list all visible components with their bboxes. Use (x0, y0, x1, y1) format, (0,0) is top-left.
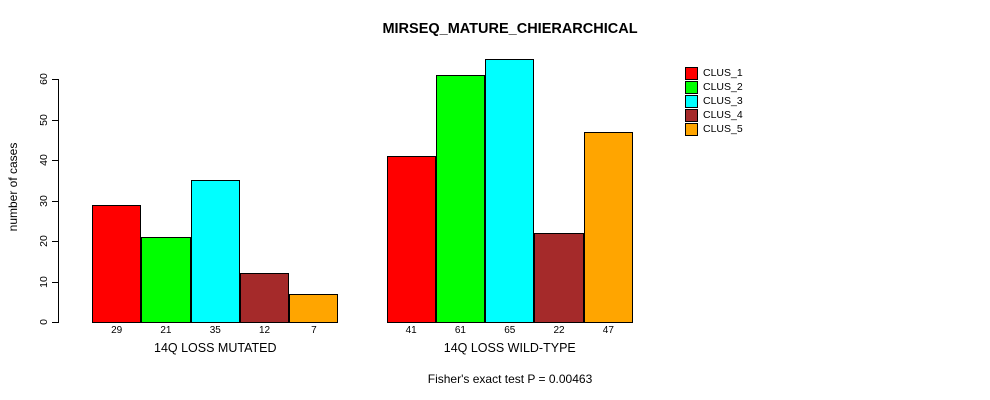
y-tick-label: 30 (38, 194, 50, 207)
y-tick-mark (52, 241, 58, 242)
legend-item-clus_3: CLUS_3 (685, 94, 743, 108)
y-tick-mark (52, 200, 58, 202)
bar-value-label: 22 (553, 325, 565, 336)
y-tick-mark (52, 281, 58, 283)
bar-clus_2-2 (435, 74, 486, 323)
chart-title: MIRSEQ_MATURE_CHIERARCHICAL (382, 21, 638, 37)
bar-value-label: 47 (602, 325, 614, 336)
bar-clus_1-1 (92, 204, 142, 323)
bar-value-label: 61 (454, 325, 466, 336)
y-tick-label: 50 (38, 113, 50, 126)
bar-value-label: 29 (111, 325, 123, 336)
legend: CLUS_1 CLUS_2 CLUS_3 CLUS_4 CLUS_5 (685, 66, 743, 136)
legend-item-clus_5: CLUS_5 (685, 122, 743, 136)
legend-item-clus_4: CLUS_4 (685, 108, 743, 122)
y-tick-mark (52, 119, 58, 121)
legend-label: CLUS_3 (703, 95, 743, 107)
bar-clus_4-1 (239, 273, 290, 323)
bar-value-label: 41 (405, 325, 417, 336)
y-tick-label: 20 (38, 235, 50, 247)
y-tick-mark (52, 322, 58, 323)
y-tick-label: 0 (38, 319, 50, 325)
y-tick-label: 60 (38, 73, 50, 85)
legend-item-clus_1: CLUS_1 (685, 66, 743, 80)
bar-clus_1-2 (386, 155, 436, 323)
legend-swatch-clus_4 (685, 108, 698, 122)
bar-value-label: 21 (160, 325, 172, 336)
y-axis-label: number of cases (6, 142, 20, 232)
legend-swatch-clus_5 (685, 122, 698, 136)
y-tick-mark (52, 160, 58, 161)
bar-clus_5-1 (289, 293, 339, 323)
group-label: 14Q LOSS WILD-TYPE (443, 341, 576, 355)
legend-label: CLUS_4 (703, 109, 743, 121)
bar-value-label: 35 (209, 325, 221, 336)
bar-value-label: 7 (311, 325, 317, 336)
legend-swatch-clus_2 (685, 80, 698, 94)
bar-clus_5-2 (583, 131, 633, 323)
bar-clus_2-1 (141, 236, 191, 323)
legend-swatch-clus_3 (685, 94, 698, 108)
legend-label: CLUS_1 (703, 67, 743, 79)
legend-item-clus_2: CLUS_2 (685, 80, 743, 94)
legend-label: CLUS_2 (703, 81, 743, 93)
annotation-fishers-test: Fisher's exact test P = 0.00463 (427, 372, 593, 386)
y-axis-line (58, 79, 59, 323)
group-label: 14Q LOSS MUTATED (154, 341, 277, 355)
legend-label: CLUS_5 (703, 123, 743, 135)
y-tick-label: 40 (38, 154, 50, 166)
bar-clus_3-2 (485, 58, 535, 323)
bar-value-label: 12 (258, 325, 271, 336)
y-tick-label: 10 (38, 275, 50, 288)
legend-swatch-clus_1 (685, 66, 698, 80)
bar-clus_3-1 (190, 180, 240, 323)
y-tick-mark (52, 79, 58, 80)
bar-value-label: 65 (504, 325, 516, 336)
bar-clus_4-2 (534, 232, 584, 323)
